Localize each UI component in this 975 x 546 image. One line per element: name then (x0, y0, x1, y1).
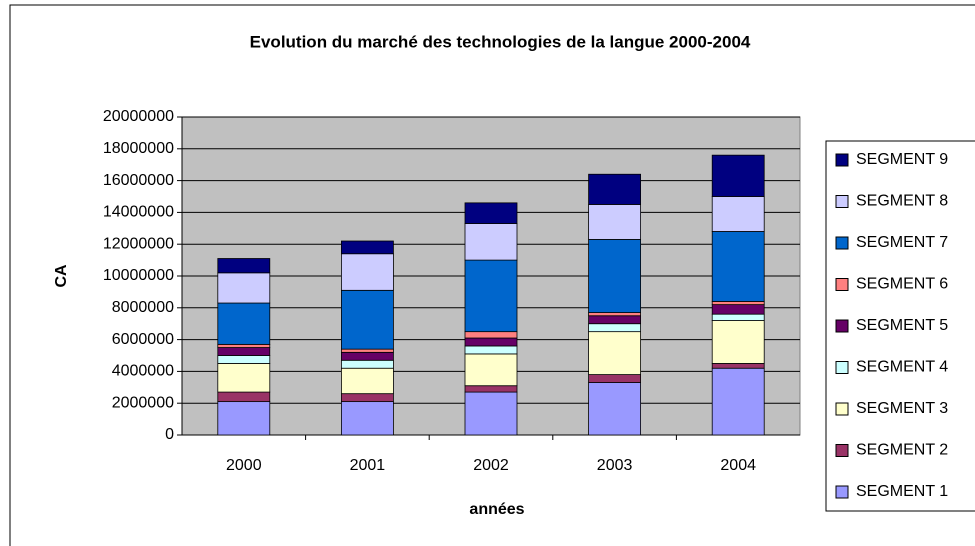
legend-label: SEGMENT 6 (856, 276, 948, 293)
bar-segment (217, 343, 271, 348)
bar-segment (217, 258, 271, 274)
bar-segment (588, 312, 641, 317)
bar-segment (588, 331, 641, 375)
bar-segment (588, 315, 641, 325)
legend-label: SEGMENT 9 (856, 151, 948, 168)
bar-segment (217, 401, 271, 436)
bar-segment (588, 374, 641, 383)
bar-segment (340, 240, 394, 255)
legend-label: SEGMENT 1 (856, 483, 948, 500)
legend-swatch (835, 278, 849, 291)
x-tick-label: 2000 (226, 457, 262, 474)
bar-segment (711, 304, 765, 315)
bar-segment (588, 204, 641, 240)
bar-segment (711, 154, 765, 197)
y-axis-label: CA (53, 264, 70, 288)
bar-segment (464, 331, 518, 339)
bar-segment (340, 348, 394, 353)
bar-segment (340, 367, 394, 395)
bar-segment (464, 202, 518, 224)
y-tick-label: 16000000 (103, 172, 174, 189)
legend-swatch (835, 319, 849, 333)
y-tick-label: 18000000 (103, 140, 174, 157)
bar-segment (217, 391, 271, 403)
legend-label: SEGMENT 8 (856, 193, 948, 210)
legend-swatch (835, 402, 849, 416)
legend-swatch (835, 361, 849, 374)
legend-swatch (835, 485, 849, 499)
bar-segment (588, 382, 641, 436)
bar-segment (340, 253, 394, 291)
legend-swatch (835, 195, 849, 208)
bar-segment (217, 355, 271, 364)
bar-segment (464, 223, 518, 261)
legend-label: SEGMENT 2 (856, 442, 948, 459)
x-tick-label: 2003 (597, 457, 633, 474)
bar-segment (217, 272, 271, 304)
bar-segment (711, 231, 765, 302)
legend-label: SEGMENT 5 (856, 317, 948, 334)
y-tick-label: 10000000 (103, 267, 174, 284)
bar-segment (340, 393, 394, 403)
legend-label: SEGMENT 7 (856, 234, 948, 251)
y-tick-label: 2000000 (112, 394, 174, 411)
bar-segment (464, 345, 518, 355)
bar-segment (217, 347, 271, 356)
bar-segment (711, 320, 765, 364)
y-tick-label: 0 (165, 426, 174, 443)
legend-swatch (835, 153, 849, 167)
bar-segment (711, 363, 765, 369)
y-tick-label: 20000000 (103, 108, 174, 125)
bar-segment (217, 302, 271, 345)
legend-swatch (835, 444, 849, 457)
bar-segment (588, 239, 641, 313)
chart-title: Evolution du marché des technologies de … (250, 32, 751, 51)
legend-label: SEGMENT 3 (856, 400, 948, 417)
x-tick-label: 2004 (720, 457, 756, 474)
bar-segment (464, 385, 518, 393)
bar-segment (340, 289, 394, 350)
legend-label: SEGMENT 4 (856, 359, 948, 376)
bar-segment (340, 351, 394, 361)
bar-segment (711, 367, 765, 436)
legend-swatch (835, 236, 849, 250)
bar-segment (464, 391, 518, 436)
y-tick-label: 8000000 (112, 299, 174, 316)
bar-segment (711, 301, 765, 306)
bar-segment (711, 196, 765, 232)
bar-segment (340, 401, 394, 436)
y-tick-label: 4000000 (112, 363, 174, 380)
legend (825, 140, 975, 512)
y-tick-label: 12000000 (103, 235, 174, 252)
y-tick-label: 6000000 (112, 331, 174, 348)
x-tick-label: 2002 (473, 457, 509, 474)
bar-segment (711, 313, 765, 321)
bar-segment (588, 323, 641, 333)
bar-segment (464, 337, 518, 347)
bar-segment (464, 259, 518, 333)
bar-segment (217, 363, 271, 393)
x-tick-label: 2001 (350, 457, 386, 474)
bar-segment (340, 359, 394, 369)
bar-segment (588, 173, 641, 205)
bar-segment (464, 353, 518, 387)
y-tick-label: 14000000 (103, 204, 174, 221)
x-axis-label: années (469, 501, 524, 518)
